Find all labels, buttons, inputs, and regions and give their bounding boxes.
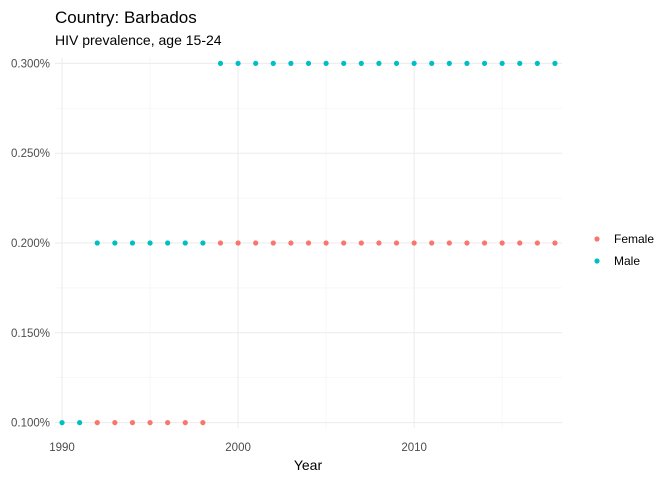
point-female xyxy=(341,240,347,246)
point-male xyxy=(200,240,206,246)
legend-key-male xyxy=(594,258,600,264)
point-female xyxy=(129,420,136,426)
point-male xyxy=(499,60,505,66)
point-male xyxy=(393,60,400,66)
x-axis-title: Year xyxy=(294,457,323,473)
legend-key-female xyxy=(594,236,600,242)
point-female xyxy=(165,420,171,426)
legend-label-male: Male xyxy=(614,254,640,268)
x-tick-label: 1990 xyxy=(49,442,75,454)
point-female xyxy=(534,240,540,246)
point-male xyxy=(464,60,470,66)
series-female xyxy=(94,240,558,426)
chart-title: Country: Barbados xyxy=(55,8,197,27)
point-male xyxy=(517,60,523,66)
point-female xyxy=(270,240,276,246)
point-female xyxy=(481,240,488,246)
point-female xyxy=(446,240,452,246)
point-male xyxy=(253,60,259,66)
point-male xyxy=(341,60,347,66)
point-male xyxy=(411,60,417,66)
point-female xyxy=(393,240,400,246)
point-male xyxy=(112,240,118,246)
point-female xyxy=(182,420,188,426)
point-male xyxy=(481,60,488,66)
point-male xyxy=(288,60,294,66)
point-female xyxy=(217,240,224,246)
legend: Female Male xyxy=(594,232,654,268)
point-female xyxy=(147,420,153,426)
y-tick-label: 0.250% xyxy=(11,148,50,160)
data-points xyxy=(59,60,558,426)
y-tick-labels: 0.100% 0.150% 0.200% 0.250% 0.300% xyxy=(11,58,50,429)
x-tick-label: 2010 xyxy=(401,442,427,454)
point-male xyxy=(446,60,452,66)
y-tick-label: 0.100% xyxy=(11,418,50,430)
point-female xyxy=(200,420,206,426)
legend-label-female: Female xyxy=(614,232,654,246)
point-female xyxy=(288,240,294,246)
point-female xyxy=(305,240,312,246)
point-male xyxy=(429,60,435,66)
point-male xyxy=(147,240,153,246)
point-male xyxy=(129,240,136,246)
point-male xyxy=(94,240,100,246)
point-male xyxy=(323,60,329,66)
point-male xyxy=(358,60,364,66)
point-female xyxy=(94,420,100,426)
point-male xyxy=(165,240,171,246)
point-male xyxy=(235,60,241,66)
point-female xyxy=(499,240,505,246)
chart-subtitle: HIV prevalence, age 15-24 xyxy=(55,32,222,48)
point-male xyxy=(552,60,558,66)
y-tick-label: 0.150% xyxy=(11,328,50,340)
point-female xyxy=(464,240,470,246)
point-female xyxy=(235,240,241,246)
point-female xyxy=(517,240,523,246)
point-male xyxy=(217,60,224,66)
point-male xyxy=(59,420,65,426)
point-male xyxy=(305,60,312,66)
point-male xyxy=(182,240,188,246)
point-male xyxy=(376,60,382,66)
point-male xyxy=(77,420,83,426)
x-tick-labels: 1990 2000 2010 xyxy=(49,442,427,454)
point-female xyxy=(253,240,259,246)
point-female xyxy=(323,240,329,246)
point-female xyxy=(429,240,435,246)
point-female xyxy=(376,240,382,246)
point-male xyxy=(270,60,276,66)
point-female xyxy=(358,240,364,246)
y-tick-label: 0.200% xyxy=(11,238,50,250)
y-tick-label: 0.300% xyxy=(11,58,50,70)
x-tick-label: 2000 xyxy=(225,442,251,454)
point-female xyxy=(112,420,118,426)
point-male xyxy=(534,60,540,66)
point-female xyxy=(552,240,558,246)
point-female xyxy=(411,240,417,246)
series-male xyxy=(59,60,558,426)
